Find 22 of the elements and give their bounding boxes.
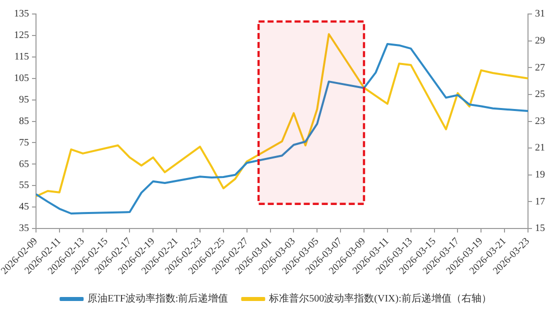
y2-tick-label: 23 [535,116,545,127]
y-tick-label: 125 [14,30,29,42]
y-tick-label: 115 [14,52,29,63]
y2-tick-label: 25 [535,89,545,100]
y2-tick-label: 21 [535,142,545,154]
y2-tick-label: 17 [535,196,545,208]
y-tick-label: 105 [14,72,29,84]
legend-label: 原油ETF波动率指数:前后递增值 [88,292,228,305]
y-tick-label: 135 [14,8,29,20]
y2-tick-label: 27 [535,62,545,74]
y-tick-label: 85 [18,116,29,127]
legend-label: 标准普尔500波动率指数(VIX):前后递增值（右轴） [268,292,492,305]
y2-tick-label: 15 [535,223,545,234]
y2-tick-label: 29 [535,35,545,46]
y-tick-label: 35 [18,223,29,234]
y2-tick-label: 31 [535,8,545,20]
y-tick-label: 75 [18,137,29,148]
y-tick-label: 45 [18,202,29,213]
y-tick-label: 95 [18,94,29,106]
y2-tick-label: 19 [535,170,545,181]
y-tick-label: 55 [18,180,29,192]
y-tick-label: 65 [18,158,29,170]
